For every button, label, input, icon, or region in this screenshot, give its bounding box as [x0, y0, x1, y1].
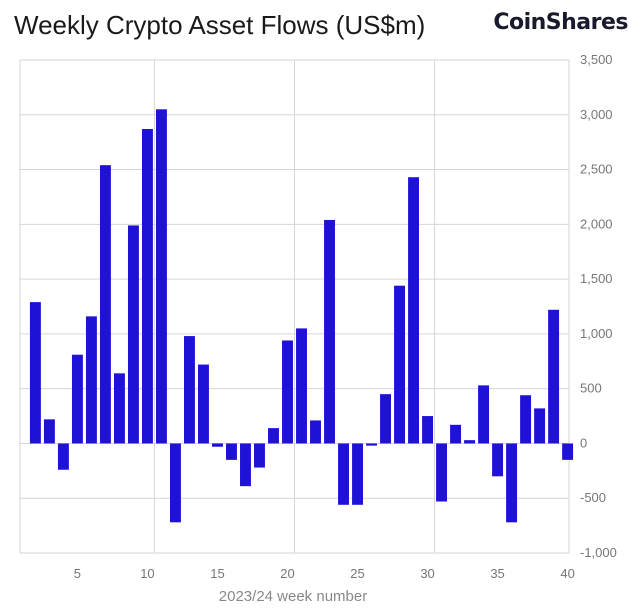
bar [534, 408, 546, 444]
bar [436, 443, 448, 502]
x-tick-label: 35 [490, 566, 504, 581]
bar [520, 395, 532, 444]
x-tick-label: 10 [140, 566, 154, 581]
bar [282, 340, 293, 444]
bar [29, 302, 41, 444]
bar [408, 177, 420, 444]
bar [324, 219, 335, 444]
bar [450, 424, 462, 444]
x-tick-label: 5 [74, 566, 81, 581]
tick-labels: -1,000 -500 0 500 1,000 1,500 2,000 2,500 3,000 3… [74, 52, 617, 581]
grid [19, 59, 570, 554]
bar [169, 443, 181, 523]
bar [99, 165, 111, 444]
bar [562, 443, 574, 460]
bar [155, 109, 167, 444]
y-tick-label: -1,000 [580, 545, 617, 560]
x-tick-label: 15 [210, 566, 224, 581]
bar [422, 416, 434, 444]
bar [57, 443, 69, 470]
x-tick-label: 40 [560, 566, 574, 581]
bar [492, 443, 504, 477]
bar [113, 373, 125, 444]
y-tick-label: 2,000 [580, 216, 613, 231]
bars [29, 109, 574, 523]
bar [212, 443, 223, 447]
brand-logo: CoinShares [493, 10, 628, 35]
bar [71, 354, 83, 444]
bar [183, 336, 195, 444]
y-tick-label: 500 [580, 381, 602, 396]
bar [548, 309, 560, 444]
bar [254, 443, 265, 468]
bar [226, 443, 237, 460]
bar [268, 428, 279, 444]
bar [296, 328, 307, 444]
x-tick-label: 30 [420, 566, 434, 581]
y-tick-label: -500 [580, 490, 606, 505]
y-tick-label: 3,000 [580, 107, 613, 122]
bar [338, 443, 349, 505]
x-axis-label: 2023/24 week number [219, 588, 367, 605]
y-tick-label: 3,500 [580, 52, 613, 67]
bar [198, 364, 209, 444]
bar [366, 443, 377, 446]
bar [127, 225, 139, 444]
bar [380, 394, 391, 444]
y-tick-label: 1,500 [580, 271, 613, 286]
bar [464, 440, 476, 444]
chart-title: Weekly Crypto Asset Flows (US$m) [14, 10, 426, 40]
y-tick-label: 0 [580, 435, 587, 450]
y-tick-label: 1,000 [580, 326, 613, 341]
y-tick-label: 2,500 [580, 162, 613, 177]
bar [141, 129, 153, 444]
x-tick-label: 20 [280, 566, 294, 581]
bar [85, 316, 97, 444]
bar [43, 419, 55, 444]
bar [240, 443, 251, 487]
bar [352, 443, 363, 505]
bar [506, 443, 518, 523]
bar [478, 385, 490, 444]
bar [310, 420, 321, 444]
bar [394, 285, 406, 444]
x-tick-label: 25 [350, 566, 364, 581]
